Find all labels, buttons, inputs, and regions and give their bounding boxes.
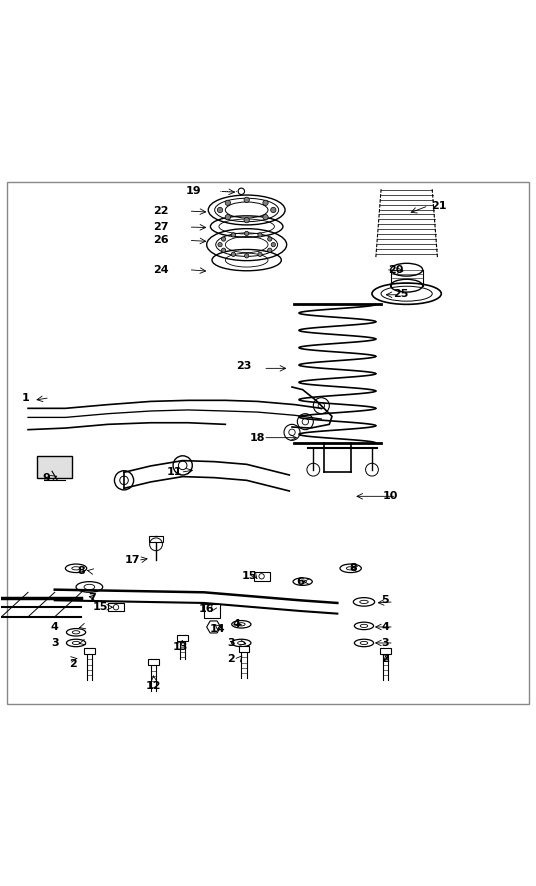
Text: 3: 3 (382, 638, 389, 648)
Text: 26: 26 (153, 236, 169, 245)
Text: 1: 1 (21, 392, 29, 402)
Bar (148, 659, 159, 665)
Circle shape (225, 200, 230, 206)
Text: 4: 4 (51, 622, 58, 632)
Circle shape (271, 207, 276, 213)
Bar (108, 603, 124, 611)
Circle shape (258, 253, 262, 256)
Bar (239, 646, 249, 652)
Text: 22: 22 (154, 206, 169, 216)
Circle shape (244, 198, 249, 203)
Bar (380, 648, 391, 654)
Text: 21: 21 (431, 201, 446, 211)
Text: 17: 17 (124, 556, 140, 565)
Circle shape (244, 253, 249, 258)
Circle shape (263, 214, 268, 220)
Circle shape (244, 231, 249, 236)
Text: 2: 2 (382, 654, 389, 664)
Bar (204, 604, 220, 618)
Text: 25: 25 (393, 289, 409, 299)
Circle shape (271, 243, 276, 247)
Text: 3: 3 (51, 638, 58, 648)
Circle shape (231, 253, 235, 256)
Text: 13: 13 (173, 641, 188, 652)
Text: 16: 16 (199, 604, 214, 614)
Circle shape (267, 237, 272, 241)
Text: 15: 15 (92, 602, 108, 612)
Text: 12: 12 (146, 680, 161, 690)
Bar (150, 536, 163, 542)
Circle shape (221, 237, 226, 241)
Text: 3: 3 (227, 638, 234, 648)
Circle shape (225, 214, 230, 220)
Text: 8: 8 (78, 566, 85, 576)
Text: 18: 18 (250, 432, 265, 443)
Circle shape (244, 217, 249, 222)
Bar (38, 455, 72, 478)
Text: 27: 27 (154, 222, 169, 232)
Circle shape (217, 207, 222, 213)
Text: 9: 9 (43, 472, 50, 483)
Circle shape (231, 233, 235, 237)
Text: 4: 4 (382, 622, 389, 632)
Text: 5: 5 (382, 595, 389, 605)
Text: 8: 8 (349, 563, 357, 573)
Text: 23: 23 (236, 361, 252, 370)
Text: 15: 15 (242, 571, 257, 581)
Text: 19: 19 (185, 186, 201, 197)
Circle shape (263, 200, 268, 206)
Bar (254, 572, 270, 580)
Text: 10: 10 (383, 492, 398, 501)
Circle shape (238, 188, 244, 195)
Text: 6: 6 (296, 577, 304, 587)
Text: 20: 20 (388, 265, 404, 275)
Text: 4: 4 (232, 619, 240, 629)
Bar (177, 635, 188, 641)
Text: 2: 2 (227, 654, 235, 664)
Text: 7: 7 (88, 593, 96, 602)
Text: 2: 2 (70, 659, 77, 669)
Circle shape (267, 248, 272, 253)
Text: 11: 11 (167, 467, 182, 478)
Circle shape (218, 243, 222, 247)
Circle shape (258, 233, 262, 237)
Circle shape (221, 248, 226, 253)
Text: 14: 14 (210, 624, 225, 633)
Bar (84, 648, 95, 654)
Text: 24: 24 (153, 265, 169, 275)
